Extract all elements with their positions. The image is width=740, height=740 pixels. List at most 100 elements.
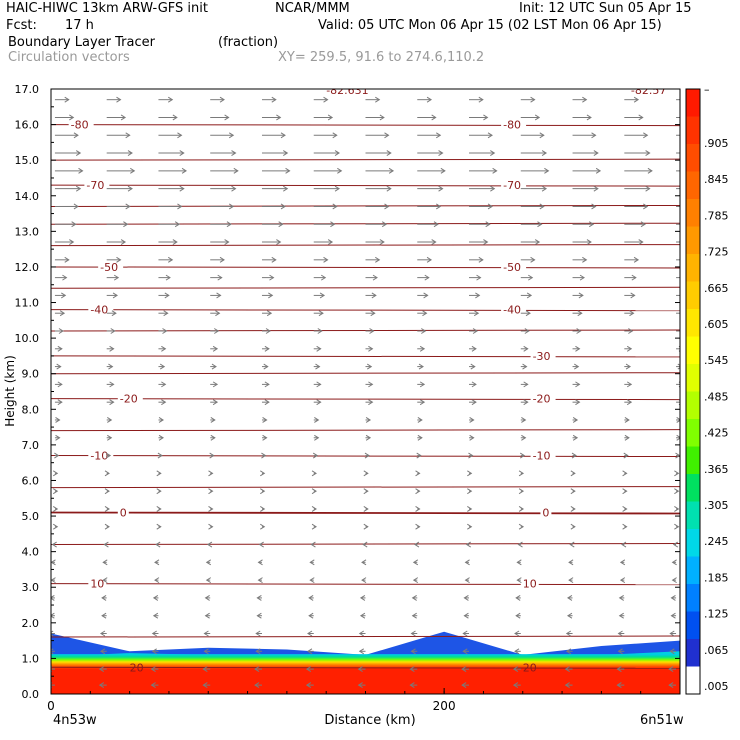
y-tick-label: 7.0 — [22, 439, 40, 452]
circulation-vector — [152, 612, 159, 619]
circulation-vector — [417, 381, 426, 388]
contour-label-bg — [501, 179, 527, 192]
circulation-vector — [622, 488, 628, 495]
circulation-vector — [261, 328, 271, 334]
circulation-vector — [313, 256, 329, 263]
colorbar-swatch — [686, 501, 700, 530]
colorbar-swatch — [686, 529, 700, 557]
circulation-vector — [305, 682, 314, 689]
circulation-vector — [412, 559, 419, 566]
circulation-vector — [469, 399, 477, 406]
colorbar-label: .425 — [704, 427, 729, 440]
circulation-vector — [156, 523, 162, 530]
model-title: HAIC-HIWC 13km ARW-GFS init — [6, 1, 208, 16]
circulation-vector — [411, 594, 418, 601]
y-tick-label: 5.0 — [22, 510, 40, 523]
circulation-vector — [624, 96, 640, 103]
colorbar-swatch — [686, 116, 700, 145]
circulation-vector — [365, 132, 390, 139]
circulation-vector — [106, 328, 116, 334]
circulation-vector — [260, 523, 266, 530]
circulation-vector — [365, 167, 395, 174]
colorbar-label: – — [704, 83, 710, 96]
circulation-vector — [572, 239, 592, 245]
circulation-vector — [516, 577, 522, 584]
circulation-vector — [359, 594, 366, 601]
contour-label-bg — [88, 303, 114, 316]
circulation-vector — [54, 434, 61, 441]
circulation-vector — [469, 221, 491, 228]
circulation-vector — [106, 239, 127, 245]
circulation-vector — [54, 363, 62, 370]
circulation-vector — [512, 682, 521, 689]
circulation-vector — [572, 185, 599, 192]
circulation-vector — [101, 594, 107, 601]
circulation-vector — [365, 203, 390, 210]
circulation-vector — [106, 203, 131, 210]
circulation-vector — [520, 221, 543, 228]
circulation-vector — [313, 203, 338, 210]
contour-label-bg — [98, 260, 124, 273]
circulation-vector — [203, 648, 211, 655]
circulation-vector — [106, 150, 133, 156]
contour-label-top: -82.57 — [631, 84, 666, 97]
circulation-vector — [624, 203, 649, 210]
circulation-vector — [255, 648, 262, 655]
circulation-vector — [572, 381, 581, 388]
circulation-vector — [415, 506, 421, 512]
circulation-vector — [520, 185, 548, 192]
y-tick-label: 13.0 — [15, 225, 40, 238]
contour-label-top: -82.631 — [326, 84, 368, 97]
circulation-vector — [106, 274, 120, 281]
circulation-vector — [622, 523, 628, 530]
circulation-vector — [210, 292, 222, 299]
circulation-vector — [624, 434, 630, 441]
contour-label-bg — [520, 577, 539, 590]
circulation-vector — [417, 399, 426, 406]
circulation-vector — [308, 594, 314, 601]
circulation-vector — [210, 381, 219, 388]
circulation-vector — [54, 452, 60, 459]
circulation-vector — [309, 559, 315, 566]
circulation-vector — [54, 114, 75, 121]
contour-label-bg — [84, 179, 110, 192]
circulation-vector — [415, 470, 421, 477]
circulation-vector — [412, 577, 419, 584]
circulation-vector — [624, 399, 633, 406]
circulation-vector — [363, 488, 369, 495]
y-tick-label: 14.0 — [15, 190, 40, 203]
circulation-vector — [469, 310, 480, 317]
contour-label-bg — [501, 118, 527, 131]
circulation-vector — [624, 345, 633, 352]
circulation-vector — [257, 577, 263, 584]
colorbar-swatch — [686, 89, 700, 117]
circulation-vector — [313, 310, 324, 317]
circulation-vector — [417, 239, 437, 245]
circulation-vector — [106, 96, 122, 103]
circulation-vector — [158, 399, 167, 406]
circulation-vector — [469, 274, 482, 281]
circulation-vector — [365, 328, 375, 334]
circulation-vector — [468, 452, 474, 459]
circulation-vector — [410, 630, 418, 637]
circulation-vector — [414, 541, 420, 548]
circulation-vector — [54, 417, 61, 423]
colorbar-swatch — [686, 391, 700, 420]
circulation-vector — [261, 132, 286, 139]
circulation-vector — [208, 506, 214, 512]
y-tick-label: 12.0 — [15, 261, 40, 274]
circulation-vector — [464, 559, 470, 566]
circulation-vector — [571, 452, 577, 459]
circulation-vector — [363, 470, 369, 477]
circulation-vector — [469, 381, 477, 388]
circulation-vector — [358, 648, 366, 655]
circulation-vector — [572, 96, 588, 103]
circulation-vector — [676, 259, 680, 261]
y-tick-label: 0.0 — [22, 688, 40, 701]
circulation-vector — [106, 363, 114, 370]
circulation-vector — [669, 648, 677, 655]
circulation-vector — [572, 434, 579, 441]
colorbar-swatch — [686, 309, 700, 337]
circulation-vector — [568, 577, 574, 584]
circulation-vector — [365, 114, 385, 121]
